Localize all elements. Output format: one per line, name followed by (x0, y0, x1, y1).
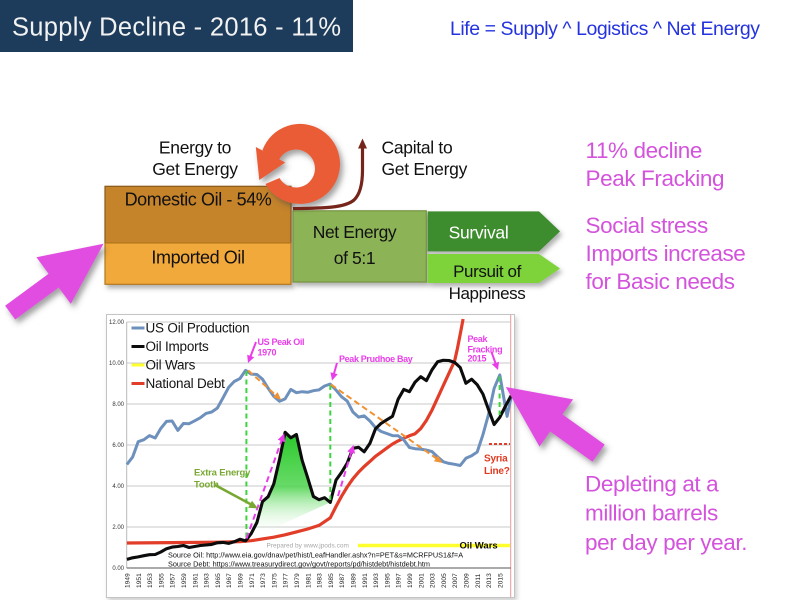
svg-text:Oil Wars: Oil Wars (146, 358, 196, 373)
svg-text:1977: 1977 (283, 573, 290, 588)
svg-text:2003: 2003 (430, 573, 437, 588)
svg-text:Tooth: Tooth (194, 480, 219, 491)
svg-text:1999: 1999 (407, 573, 414, 588)
svg-text:Happiness: Happiness (449, 284, 526, 303)
svg-text:1965: 1965 (215, 573, 222, 588)
svg-text:Fracking: Fracking (468, 345, 503, 355)
svg-text:Peak Prudhoe Bay: Peak Prudhoe Bay (339, 354, 413, 364)
svg-text:1953: 1953 (147, 573, 154, 588)
svg-text:1971: 1971 (249, 573, 256, 588)
svg-text:10.00: 10.00 (109, 361, 125, 367)
svg-text:1949: 1949 (125, 573, 132, 588)
svg-text:1981: 1981 (305, 573, 312, 588)
svg-text:1995: 1995 (384, 573, 391, 588)
svg-text:2011: 2011 (475, 573, 482, 588)
svg-text:2015: 2015 (497, 573, 504, 588)
svg-text:2.00: 2.00 (112, 525, 124, 531)
svg-text:Get Energy: Get Energy (382, 159, 468, 179)
svg-text:Extra Energy: Extra Energy (194, 468, 251, 479)
svg-text:Oil Wars: Oil Wars (460, 541, 498, 552)
svg-text:Source Debt: https://www.treas: Source Debt: https://www.treasurydirect.… (168, 559, 430, 568)
svg-text:1997: 1997 (396, 573, 403, 588)
svg-text:2015: 2015 (468, 354, 487, 364)
svg-text:Imports increase: Imports increase (586, 241, 746, 266)
svg-text:1993: 1993 (373, 573, 380, 588)
svg-text:12.00: 12.00 (109, 320, 125, 326)
svg-text:4.00: 4.00 (112, 484, 124, 490)
svg-text:1967: 1967 (226, 573, 233, 588)
svg-text:2001: 2001 (418, 573, 425, 588)
svg-text:1991: 1991 (362, 573, 369, 588)
svg-text:Peak: Peak (468, 334, 489, 344)
svg-text:Capital to: Capital to (382, 138, 453, 158)
svg-text:Prepared by www.jpods.com: Prepared by www.jpods.com (267, 543, 349, 550)
svg-text:Source Oil: http://www.eia.go: Source Oil: http://www.eia.gov/dnav/pet/… (168, 551, 463, 560)
svg-text:1951: 1951 (136, 573, 143, 588)
svg-text:of 5:1: of 5:1 (334, 248, 375, 268)
svg-text:National Debt: National Debt (146, 376, 226, 391)
svg-text:Supply Decline - 2016 - 11%: Supply Decline - 2016 - 11% (12, 14, 341, 42)
svg-text:2009: 2009 (464, 573, 471, 588)
svg-text:1979: 1979 (294, 573, 301, 588)
svg-text:Depleting at a: Depleting at a (585, 472, 719, 497)
svg-text:Energy to: Energy to (159, 138, 231, 158)
svg-text:million barrels: million barrels (585, 501, 718, 526)
svg-text:Oil Imports: Oil Imports (146, 339, 210, 354)
svg-text:Line?: Line? (484, 466, 510, 477)
svg-text:1961: 1961 (192, 573, 199, 588)
svg-text:8.00: 8.00 (112, 402, 124, 408)
svg-text:6.00: 6.00 (112, 443, 124, 449)
svg-text:1969: 1969 (238, 573, 245, 588)
svg-text:2007: 2007 (452, 573, 459, 588)
svg-text:Imported Oil: Imported Oil (151, 248, 244, 268)
svg-text:for Basic needs: for Basic needs (586, 269, 735, 294)
svg-text:1987: 1987 (339, 573, 346, 588)
svg-text:Domestic Oil - 54%: Domestic Oil - 54% (125, 190, 272, 210)
svg-text:1985: 1985 (328, 573, 335, 588)
svg-text:0.00: 0.00 (112, 566, 124, 572)
svg-text:1975: 1975 (271, 573, 278, 588)
svg-text:US Peak Oil: US Peak Oil (258, 337, 305, 347)
svg-text:Get Energy: Get Energy (152, 159, 238, 179)
svg-text:per day per year.: per day per year. (585, 530, 747, 555)
svg-text:1970: 1970 (258, 348, 277, 358)
svg-text:1973: 1973 (260, 573, 267, 588)
svg-text:1989: 1989 (351, 573, 358, 588)
svg-text:Social stress: Social stress (586, 213, 708, 238)
svg-text:2005: 2005 (441, 573, 448, 588)
svg-text:1957: 1957 (170, 573, 177, 588)
svg-text:US Oil Production: US Oil Production (146, 321, 250, 336)
svg-text:11% decline: 11% decline (586, 138, 703, 163)
svg-text:1955: 1955 (158, 573, 165, 588)
svg-text:Pursuit of: Pursuit of (453, 262, 521, 281)
svg-text:1963: 1963 (204, 573, 211, 588)
svg-text:Syria: Syria (484, 454, 508, 465)
svg-text:1983: 1983 (317, 573, 324, 588)
svg-text:1959: 1959 (181, 573, 188, 588)
svg-text:2013: 2013 (486, 573, 493, 588)
svg-text:Life = Supply ^ Logistics ^ Ne: Life = Supply ^ Logistics ^ Net Energy (450, 18, 760, 40)
svg-text:Net Energy: Net Energy (313, 222, 397, 242)
svg-text:Survival: Survival (449, 223, 509, 243)
svg-text:Peak Fracking: Peak Fracking (586, 166, 725, 191)
